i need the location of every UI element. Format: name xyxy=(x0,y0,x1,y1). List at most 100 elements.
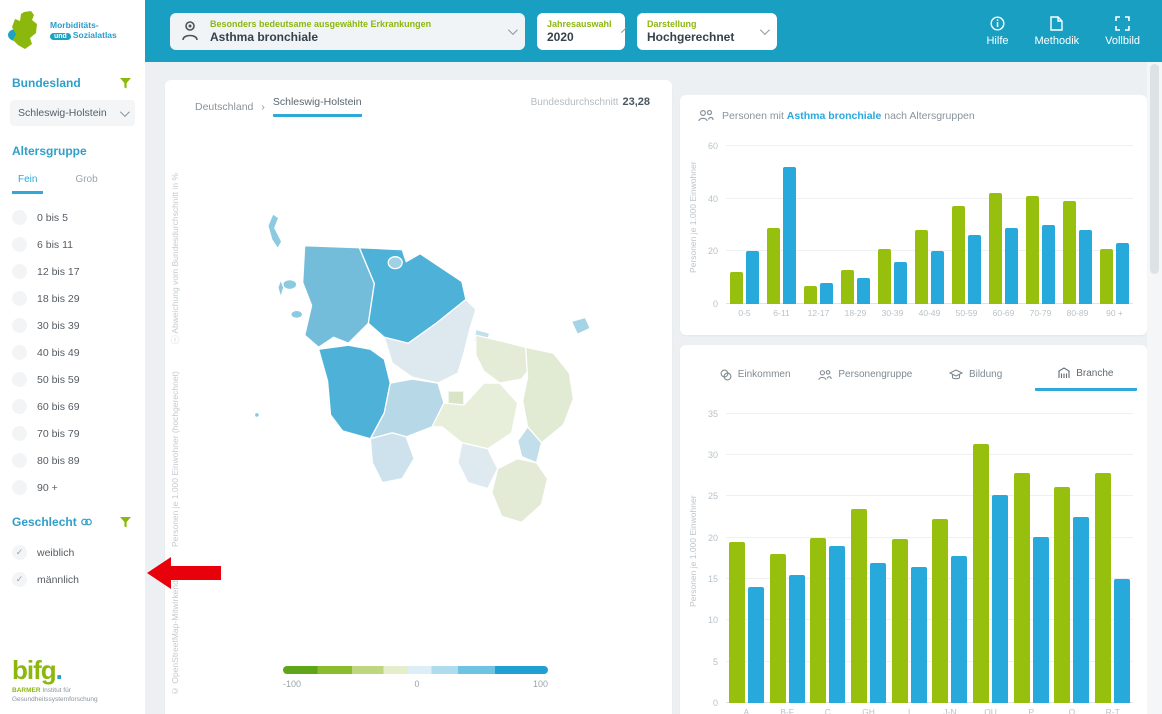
tab-fein[interactable]: Fein xyxy=(12,170,44,194)
bar-weiblich-C[interactable] xyxy=(810,537,827,703)
checkbox-circle[interactable] xyxy=(12,345,27,360)
bar-weiblich-I[interactable] xyxy=(891,539,908,703)
bar-männlich-40-49[interactable] xyxy=(931,251,944,304)
checkbox-circle[interactable] xyxy=(12,399,27,414)
bar-männlich-C[interactable] xyxy=(829,546,846,703)
bar-weiblich-GH[interactable] xyxy=(850,508,867,703)
bar-weiblich-90 +[interactable] xyxy=(1100,248,1113,304)
age-option[interactable]: 12 bis 17 xyxy=(0,258,145,285)
filter-icon[interactable] xyxy=(120,516,131,528)
district-sylt[interactable] xyxy=(267,213,283,250)
gender-option[interactable]: ✓ männlich xyxy=(0,566,145,593)
fullscreen-button[interactable]: Vollbild xyxy=(1105,15,1140,47)
bar-weiblich-18-29[interactable] xyxy=(841,269,854,304)
bar-weiblich-80-89[interactable] xyxy=(1063,201,1076,304)
checkbox-circle[interactable] xyxy=(12,453,27,468)
bar-weiblich-60-69[interactable] xyxy=(989,193,1002,304)
district-stormarn[interactable] xyxy=(457,442,499,490)
bar-männlich-50-59[interactable] xyxy=(968,235,981,304)
bar-männlich-A[interactable] xyxy=(747,587,764,703)
age-option[interactable]: 50 bis 59 xyxy=(0,366,145,393)
checkbox-circle[interactable] xyxy=(12,237,27,252)
age-option[interactable]: 6 bis 11 xyxy=(0,231,145,258)
district-pinneberg[interactable] xyxy=(369,432,415,484)
bar-männlich-OU[interactable] xyxy=(991,494,1008,703)
bar-männlich-J-N[interactable] xyxy=(951,555,968,703)
checkbox-circle[interactable] xyxy=(12,426,27,441)
bar-männlich-60-69[interactable] xyxy=(1005,227,1018,304)
app-logo[interactable]: Morbiditäts- und Sozialatlas xyxy=(0,0,145,58)
bar-männlich-P[interactable] xyxy=(1032,536,1049,703)
checkbox-circle[interactable] xyxy=(12,210,27,225)
age-option[interactable]: 40 bis 49 xyxy=(0,339,145,366)
district-flensburg[interactable] xyxy=(387,256,403,270)
bar-weiblich-6-11[interactable] xyxy=(767,227,780,304)
age-option[interactable]: 80 bis 89 xyxy=(0,447,145,474)
bar-weiblich-R-T[interactable] xyxy=(1095,472,1112,703)
age-option[interactable]: 60 bis 69 xyxy=(0,393,145,420)
bar-weiblich-0-5[interactable] xyxy=(730,272,743,304)
bar-weiblich-40-49[interactable] xyxy=(915,230,928,304)
bar-männlich-Q[interactable] xyxy=(1073,517,1090,703)
bundesland-select[interactable]: Schleswig-Holstein xyxy=(10,100,135,126)
checkbox-circle[interactable] xyxy=(12,318,27,333)
tab-bildung[interactable]: Bildung xyxy=(925,361,1027,391)
checkbox-circle[interactable] xyxy=(12,372,27,387)
bar-weiblich-30-39[interactable] xyxy=(878,248,891,304)
breadcrumb-deutschland[interactable]: Deutschland xyxy=(195,100,254,113)
bar-weiblich-OU[interactable] xyxy=(972,444,989,703)
tab-einkommen[interactable]: Einkommen xyxy=(704,361,806,391)
checkbox-checked[interactable]: ✓ xyxy=(12,545,27,560)
disease-dropdown[interactable]: Besonders bedeutsame ausgewählte Erkrank… xyxy=(170,12,525,50)
district-fehmarn[interactable] xyxy=(570,316,591,335)
year-dropdown[interactable]: Jahresauswahl 2020 xyxy=(537,12,627,50)
district-helgoland[interactable] xyxy=(253,411,261,419)
bar-männlich-80-89[interactable] xyxy=(1079,230,1092,304)
bar-männlich-90 +[interactable] xyxy=(1116,243,1129,304)
bar-weiblich-B-F[interactable] xyxy=(769,554,786,703)
district-luebeck[interactable] xyxy=(516,426,543,464)
methodology-button[interactable]: Methodik xyxy=(1035,15,1079,47)
bar-weiblich-J-N[interactable] xyxy=(932,518,949,703)
help-button[interactable]: Hilfe xyxy=(986,15,1009,47)
district-foehr[interactable] xyxy=(282,278,298,291)
age-option[interactable]: 90 + xyxy=(0,474,145,501)
district-rendsburg-eckernfoerde[interactable] xyxy=(383,298,477,384)
bar-männlich-R-T[interactable] xyxy=(1114,579,1131,703)
age-option[interactable]: 70 bis 79 xyxy=(0,420,145,447)
bar-weiblich-70-79[interactable] xyxy=(1026,195,1039,304)
bar-weiblich-50-59[interactable] xyxy=(952,206,965,304)
checkbox-circle[interactable] xyxy=(12,480,27,495)
display-dropdown[interactable]: Darstellung Hochgerechnet xyxy=(637,12,777,50)
bar-weiblich-A[interactable] xyxy=(728,541,745,703)
bar-männlich-18-29[interactable] xyxy=(857,277,870,304)
bar-männlich-B-F[interactable] xyxy=(788,574,805,703)
district-segeberg[interactable] xyxy=(431,382,519,450)
filter-icon[interactable] xyxy=(120,77,131,89)
age-option[interactable]: 30 bis 39 xyxy=(0,312,145,339)
bar-weiblich-P[interactable] xyxy=(1013,472,1030,703)
tab-personengruppe[interactable]: Personengruppe xyxy=(814,361,916,391)
district-ostholstein[interactable] xyxy=(521,346,575,444)
bar-männlich-70-79[interactable] xyxy=(1042,224,1055,304)
district-amrum[interactable] xyxy=(277,278,285,299)
checkbox-checked[interactable]: ✓ xyxy=(12,572,27,587)
checkbox-circle[interactable] xyxy=(12,264,27,279)
tab-branche[interactable]: Branche xyxy=(1034,361,1137,391)
checkbox-circle[interactable] xyxy=(12,291,27,306)
district-ploen[interactable] xyxy=(475,334,535,384)
bar-männlich-I[interactable] xyxy=(910,566,927,703)
scrollbar-thumb[interactable] xyxy=(1150,64,1159,274)
district-herzogtum-lauenburg[interactable] xyxy=(491,458,549,524)
bar-männlich-6-11[interactable] xyxy=(783,166,796,304)
tab-grob[interactable]: Grob xyxy=(75,174,98,185)
bar-männlich-GH[interactable] xyxy=(869,562,886,703)
gender-option[interactable]: ✓ weiblich xyxy=(0,539,145,566)
district-nordfriesland[interactable] xyxy=(302,245,375,348)
bar-weiblich-Q[interactable] xyxy=(1054,486,1071,703)
age-option[interactable]: 18 bis 29 xyxy=(0,285,145,312)
bar-männlich-30-39[interactable] xyxy=(894,261,907,304)
vertical-scrollbar[interactable] xyxy=(1147,62,1162,714)
age-option[interactable]: 0 bis 5 xyxy=(0,204,145,231)
breadcrumb-schleswig-holstein[interactable]: Schleswig-Holstein xyxy=(272,96,362,117)
